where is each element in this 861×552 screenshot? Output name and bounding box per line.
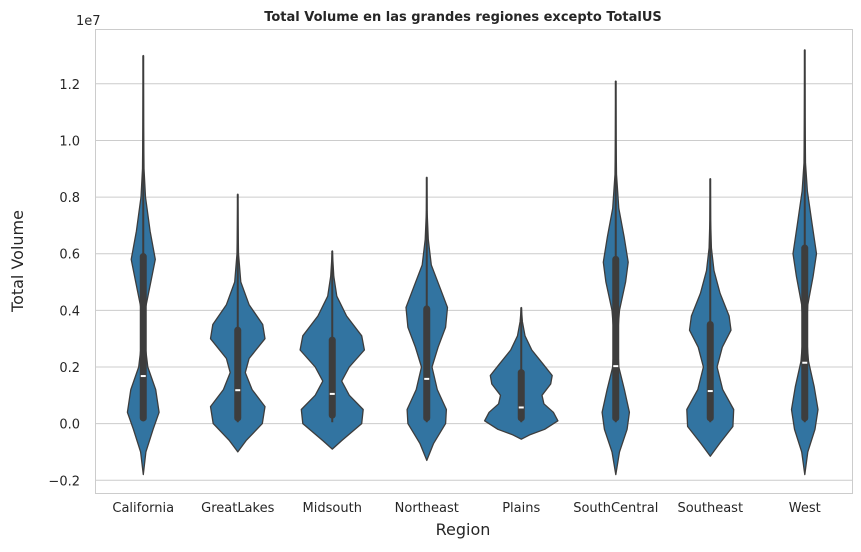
x-tick-label: Plains <box>502 501 540 516</box>
x-tick-label: Midsouth <box>303 501 362 516</box>
chart-title: Total Volume en las grandes regiones exc… <box>264 10 662 25</box>
y-tick-label: 0.2 <box>59 361 80 376</box>
x-tick-label: West <box>789 501 821 516</box>
x-tick-label: GreatLakes <box>201 501 274 516</box>
y-axis-label: Total Volume <box>8 210 27 313</box>
y-tick-label: 0.0 <box>59 418 80 433</box>
y-tick-label: 0.8 <box>59 191 80 206</box>
y-tick-label: −0.2 <box>48 474 80 489</box>
x-axis-label: Region <box>436 520 491 539</box>
violin-California <box>126 54 160 476</box>
plot-area-frame <box>95 29 853 494</box>
violin-SouthCentral <box>601 80 631 476</box>
violin-Midsouth <box>299 250 366 450</box>
x-tick-label: Southeast <box>677 501 743 516</box>
violin-Plains <box>483 306 559 440</box>
y-tick-label: 0.6 <box>59 248 80 263</box>
x-tick-labels: California GreatLakes Midsouth Northeast Pla… <box>112 501 820 516</box>
y-tick-label: 1.2 <box>59 78 80 93</box>
x-tick-label: California <box>112 501 174 516</box>
y-axis-offset-label: 1e7 <box>76 14 101 29</box>
violin-Northeast <box>405 176 449 462</box>
x-tick-label: Northeast <box>395 501 459 516</box>
violin-West <box>790 49 819 476</box>
y-tick-label: 0.4 <box>59 304 80 319</box>
y-tick-label: 1.0 <box>59 134 80 149</box>
violin-GreatLakes <box>209 193 266 453</box>
x-tick-label: SouthCentral <box>573 501 658 516</box>
violins <box>126 49 819 476</box>
y-tick-labels: −0.2 0.0 0.2 0.4 0.6 0.8 1.0 1.2 <box>48 78 80 489</box>
violin-Southeast <box>686 178 735 457</box>
